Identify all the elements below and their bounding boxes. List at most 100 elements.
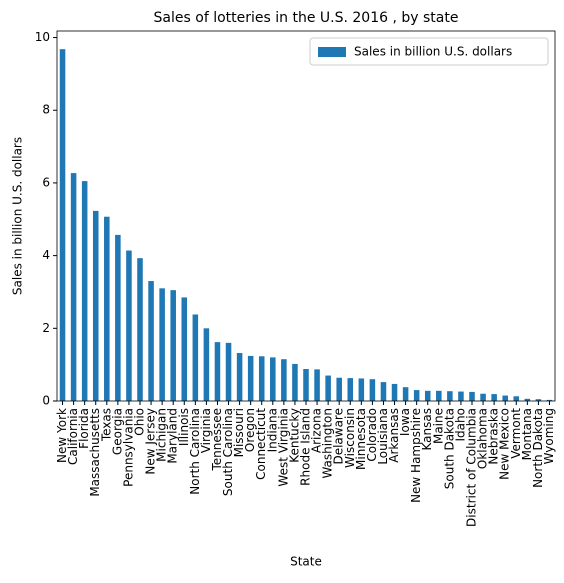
bar: [358, 378, 365, 401]
bar: [391, 383, 398, 401]
x-tick-label: New Mexico: [498, 408, 512, 480]
x-tick-label: Michigan: [155, 408, 169, 462]
bar: [402, 387, 409, 401]
x-tick-label: Oklahoma: [476, 408, 490, 469]
x-tick-label: Indiana: [265, 408, 279, 452]
x-tick-label: Massachusetts: [88, 408, 102, 497]
x-tick-label: Nebraska: [487, 408, 501, 465]
x-axis-label: State: [290, 555, 322, 569]
bar: [325, 375, 331, 401]
x-tick-label: Pennsylvania: [121, 408, 135, 487]
x-tick-label: North Carolina: [188, 408, 202, 495]
x-tick-label: Texas: [99, 408, 113, 442]
x-tick-label: Louisiana: [376, 408, 390, 465]
x-tick-label: Maine: [431, 408, 445, 444]
y-tick-label: 8: [42, 103, 50, 117]
bar: [413, 390, 420, 401]
x-tick-label: Maryland: [166, 408, 180, 464]
bar: [104, 216, 110, 401]
y-tick-label: 4: [42, 248, 50, 262]
x-tick-label: Missouri: [232, 408, 246, 457]
x-tick-label: Ohio: [133, 408, 147, 436]
legend-label: Sales in billion U.S. dollars: [354, 45, 512, 59]
x-tick-label: Minnesota: [354, 408, 368, 470]
bar: [181, 297, 188, 401]
bar: [480, 393, 486, 401]
bar: [369, 379, 376, 401]
bar: [59, 49, 66, 402]
legend-box: [309, 37, 549, 66]
bar: [380, 382, 387, 401]
x-tick-label: Colorado: [365, 408, 379, 462]
bar: [192, 314, 199, 401]
bar: [159, 288, 165, 401]
bar: [225, 342, 232, 401]
bar: [258, 356, 265, 401]
bar: [292, 363, 298, 401]
x-tick-label: Iowa: [398, 408, 412, 436]
y-tick-label: 0: [42, 394, 50, 408]
bar: [81, 181, 88, 401]
bar: [491, 394, 497, 401]
bar: [502, 395, 508, 401]
x-tick-label: Washington: [321, 408, 335, 479]
bar: [424, 390, 431, 401]
x-tick-label: South Carolina: [221, 408, 235, 496]
bar: [447, 391, 453, 401]
x-tick-label: Kansas: [420, 408, 434, 450]
x-tick-label: Rhode Island: [299, 408, 313, 486]
x-tick-label: Florida: [77, 408, 91, 449]
x-tick-label: Vermont: [509, 408, 523, 459]
y-axis-label: Sales in billion U.S. dollars: [11, 137, 25, 295]
bar: [546, 399, 553, 401]
x-tick-label: Kentucky: [287, 408, 301, 463]
x-tick-label: Wisconsin: [343, 408, 357, 468]
bar: [436, 390, 442, 401]
x-tick-label: New York: [55, 408, 69, 463]
plot-frame: [56, 30, 556, 402]
x-tick-label: Tennessee: [210, 408, 224, 472]
x-tick-label: Arizona: [310, 408, 324, 453]
bar: [236, 353, 243, 401]
bar: [336, 377, 342, 401]
x-tick-label: South Dakota: [442, 408, 456, 489]
bar: [314, 369, 320, 401]
bar: [115, 234, 121, 401]
bar: [524, 398, 531, 401]
y-tick-label: 10: [35, 30, 50, 44]
x-tick-label: Illinois: [177, 408, 191, 446]
x-tick-label: West Virginia: [276, 408, 290, 487]
x-tick-label: Wyoming: [542, 408, 556, 464]
bar: [347, 378, 354, 401]
bar: [214, 342, 221, 401]
x-tick-label: Idaho: [453, 408, 467, 441]
bar: [92, 210, 99, 401]
bar: [281, 359, 287, 401]
x-tick-label: New Hampshire: [409, 408, 423, 503]
bar: [469, 391, 475, 401]
x-tick-label: California: [66, 408, 80, 465]
legend-swatch: [318, 47, 346, 57]
bar: [247, 355, 254, 401]
bar: [513, 396, 520, 401]
x-tick-label: New Jersey: [144, 408, 158, 475]
x-tick-label: Arkansas: [387, 408, 401, 463]
bar: [303, 369, 309, 401]
x-tick-label: North Dakota: [531, 408, 545, 488]
x-tick-label: Delaware: [332, 408, 346, 465]
y-tick-label: 6: [42, 175, 50, 189]
chart-title: Sales of lotteries in the U.S. 2016 , by…: [154, 10, 459, 26]
x-tick-label: Montana: [520, 408, 534, 460]
x-tick-label: Georgia: [110, 408, 124, 455]
bar: [203, 328, 210, 401]
bar: [70, 173, 77, 401]
bar: [535, 399, 542, 401]
x-tick-label: District of Columbia: [465, 408, 479, 527]
bar: [270, 357, 276, 401]
bar: [137, 258, 143, 401]
x-tick-label: Oregon: [243, 408, 257, 452]
bar: [170, 290, 176, 401]
x-tick-label: Connecticut: [254, 408, 268, 480]
bar: [148, 281, 154, 401]
